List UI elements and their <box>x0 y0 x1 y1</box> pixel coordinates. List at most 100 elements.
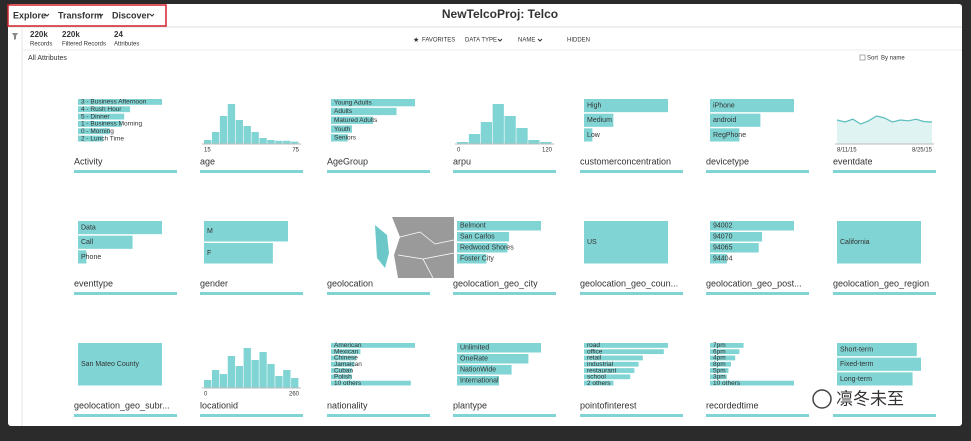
card-underline <box>580 292 683 295</box>
toolbar-button[interactable]: FAVORITES <box>422 38 455 44</box>
histogram-bar <box>235 366 243 388</box>
card-underline <box>706 414 809 417</box>
bar <box>331 361 355 367</box>
bar-label: Adults <box>334 108 353 115</box>
bar <box>331 368 352 373</box>
axis-label: 0 <box>204 392 208 398</box>
card-title: plantype <box>453 400 487 410</box>
axis-label: 8/25/15 <box>912 148 933 154</box>
card-title: Activity <box>74 156 103 166</box>
card-title: customerconcentration <box>580 156 671 166</box>
bar-label: Short-term <box>840 346 873 353</box>
bar-label: restaurant <box>587 367 616 374</box>
bar-label: NationWide <box>460 367 496 374</box>
card-title: nationality <box>327 400 368 410</box>
bar-label: Cuban <box>334 367 354 374</box>
histogram-bar <box>259 138 267 144</box>
axis-label: 15 <box>204 148 211 154</box>
histogram-bar <box>275 376 283 388</box>
histogram-bar <box>227 104 236 144</box>
histogram-bar <box>457 142 469 144</box>
histogram-bar <box>267 140 275 144</box>
stat-value: 220k <box>62 30 80 39</box>
histogram-bar <box>480 122 493 144</box>
card-underline <box>327 170 430 173</box>
bar-label: Redwood Shores <box>460 245 514 252</box>
bar <box>584 361 639 367</box>
bar <box>710 368 729 373</box>
stat-label: Filtered Records <box>62 42 106 48</box>
bar-label: Call <box>81 239 94 246</box>
card-underline <box>74 170 177 173</box>
card-underline <box>327 414 430 417</box>
toolbar-button[interactable]: NAME <box>518 38 535 44</box>
bar <box>331 355 357 361</box>
bar <box>78 343 162 386</box>
toolbar-button[interactable]: DATA TYPE <box>465 38 497 44</box>
bar <box>710 343 744 348</box>
bar <box>837 343 917 357</box>
histogram-bar <box>211 132 220 144</box>
bar <box>710 349 740 355</box>
histogram-bar <box>528 140 540 144</box>
bar-label: Young Adults <box>334 99 372 106</box>
bar <box>710 113 761 127</box>
bar-label: Low <box>587 132 601 139</box>
bar-label: 10 others <box>713 380 741 387</box>
card-underline <box>200 414 303 417</box>
histogram-bar <box>283 370 291 388</box>
bar-label: Data <box>81 224 96 231</box>
card-underline <box>74 292 177 295</box>
menu[interactable]: Transform <box>58 10 102 20</box>
map-region <box>375 225 389 268</box>
bar-label: International <box>460 378 499 385</box>
bar <box>78 135 104 142</box>
map-borders <box>397 231 455 279</box>
chevrons <box>497 38 543 42</box>
menu[interactable]: Explore <box>13 10 46 20</box>
bar-label: 7pm <box>713 342 726 349</box>
card-underline <box>74 414 177 417</box>
bar <box>584 99 668 113</box>
highlight-box <box>7 4 167 27</box>
histogram-bar <box>283 140 291 144</box>
histogram-bar <box>540 142 552 144</box>
bar-label: iPhone <box>713 102 735 109</box>
bar-label: Mexican <box>334 348 359 355</box>
bar <box>584 128 593 142</box>
project-title: NewTelcoProj: Telco <box>442 7 558 21</box>
bar <box>204 221 288 242</box>
card-underline <box>706 170 809 173</box>
bar <box>837 372 913 386</box>
histogram-bar <box>204 140 212 144</box>
histogram-bar <box>492 104 504 144</box>
histogram-bar <box>227 356 236 388</box>
bar-label: 94404 <box>713 256 733 263</box>
card-title: eventtype <box>74 278 113 288</box>
toolbar-button[interactable]: HIDDEN <box>567 38 590 44</box>
axis-label: 120 <box>542 148 553 154</box>
bar <box>584 374 631 380</box>
card-title: geolocation_geo_post... <box>706 278 802 288</box>
bar-label: 2 - Lunch Time <box>81 135 124 142</box>
bar <box>837 357 921 371</box>
stat-value: 220k <box>30 30 48 39</box>
bar <box>78 128 110 135</box>
bar <box>331 107 397 116</box>
bar <box>331 374 352 380</box>
line <box>836 115 933 125</box>
bar <box>710 221 794 231</box>
menu[interactable]: Discover <box>112 10 151 20</box>
histogram-bar <box>259 352 267 388</box>
bar-label: Unlimited <box>460 345 489 352</box>
histogram-bar <box>251 360 259 388</box>
sort-icon <box>859 54 866 61</box>
bar <box>204 243 273 264</box>
histogram-bar <box>251 132 259 144</box>
sort-select[interactable]: By name <box>881 56 905 62</box>
filter-icon <box>12 33 18 40</box>
bar <box>584 368 635 373</box>
bar-label: Matured Adults <box>334 117 378 124</box>
histogram-bar <box>243 348 251 388</box>
